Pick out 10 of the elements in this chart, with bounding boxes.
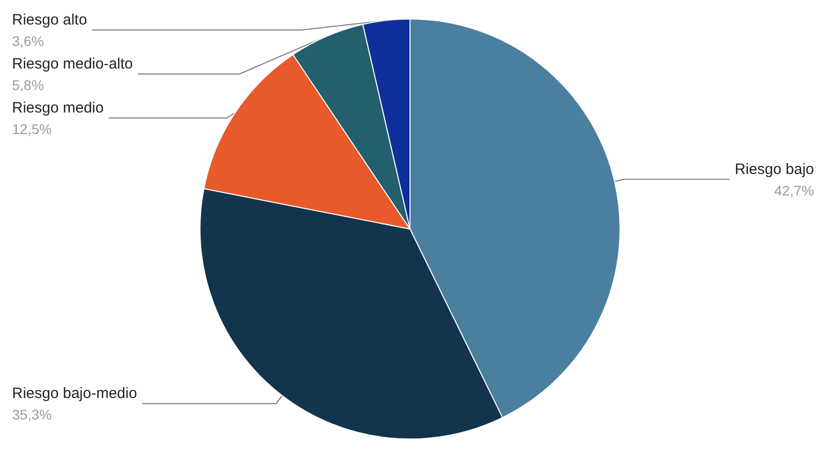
slice-label: Riesgo bajo-medio [12,385,138,402]
data-label: 5,8% [12,77,44,93]
slice-label: Riesgo medio [12,100,104,116]
data-label: 3,6% [12,33,44,49]
slice-label: Riesgo bajo [734,160,814,178]
data-label: 35,3% [12,406,52,423]
data-label: 42,7% [774,182,814,198]
slice-label: Riesgo alto [12,12,88,28]
slice-label: Riesgo medio-alto [12,56,133,72]
data-label: 12,5% [12,121,52,137]
